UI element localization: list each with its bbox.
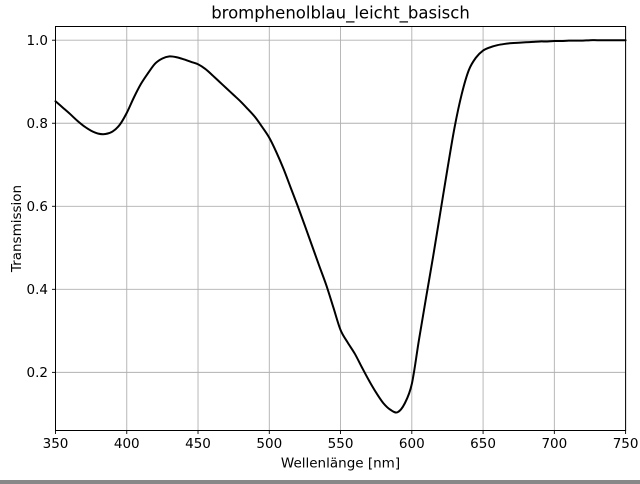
x-axis-label: Wellenlänge [nm]	[281, 456, 400, 472]
spines	[55, 26, 627, 431]
plot-border	[55, 26, 627, 431]
x-tick-label: 350	[43, 436, 69, 452]
gridlines	[55, 26, 627, 431]
x-tick-label: 600	[399, 436, 425, 452]
x-tick-labels: 350 400 450 500 550 600 650 700 750	[43, 436, 639, 452]
x-tick-label: 750	[613, 436, 639, 452]
x-tick-label: 450	[185, 436, 211, 452]
y-tick-label: 1.0	[27, 33, 48, 49]
chart-title: bromphenolblau_leicht_basisch	[211, 4, 470, 24]
y-tick-label: 0.2	[27, 365, 48, 381]
y-tick-label: 0.4	[27, 282, 48, 298]
x-tick-label: 500	[256, 436, 282, 452]
x-tick-label: 700	[541, 436, 567, 452]
y-tick-label: 0.6	[27, 199, 48, 215]
transmission-curve	[54, 39, 627, 414]
y-tick-labels: 0.2 0.4 0.6 0.8 1.0	[27, 33, 48, 381]
x-tick-label: 400	[114, 436, 140, 452]
x-tick-label: 550	[328, 436, 354, 452]
y-tick-label: 0.8	[27, 116, 48, 132]
x-tick-label: 650	[470, 436, 496, 452]
tick-marks	[52, 39, 627, 434]
y-axis-label: Transmission	[9, 185, 25, 273]
